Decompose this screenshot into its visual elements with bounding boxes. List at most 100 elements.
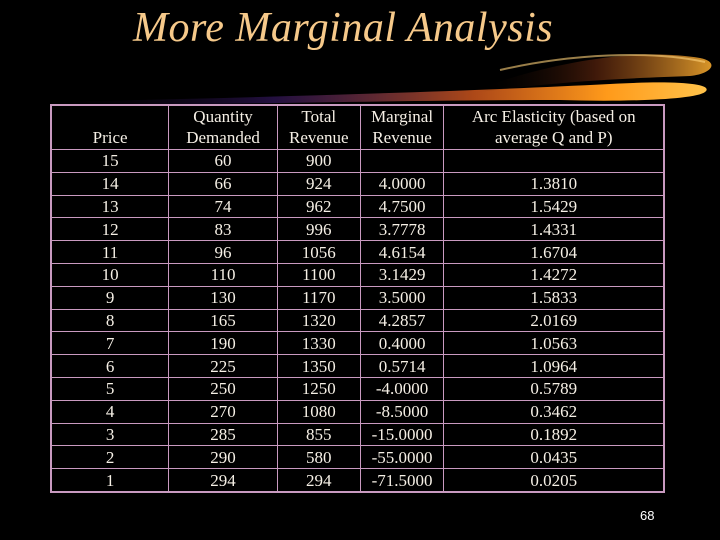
cell-marginal-revenue: 4.2857 <box>359 308 445 333</box>
table-row: 2 290 580 -55.0000 0.0435 <box>50 445 664 470</box>
cell-price: 14 <box>50 171 170 196</box>
cell-total-revenue: 1330 <box>276 331 361 356</box>
cell-total-revenue: 1320 <box>276 308 361 333</box>
cell-total-revenue: 996 <box>276 217 361 242</box>
cell-arc-elasticity: 0.5789 <box>443 376 664 401</box>
cell-arc-elasticity: 1.0964 <box>443 354 664 378</box>
header-quantity-demanded: Quantity Demanded <box>168 105 278 150</box>
cell-arc-elasticity: 1.4272 <box>443 262 664 287</box>
cell-arc-elasticity: 1.5429 <box>443 194 664 219</box>
cell-marginal-revenue: 3.5000 <box>359 285 445 310</box>
table-row: 6 225 1350 0.5714 1.0964 <box>50 354 664 378</box>
cell-marginal-revenue: 4.0000 <box>359 171 445 196</box>
marginal-analysis-table: Price Quantity Demanded Total Revenue Ma… <box>50 105 664 492</box>
cell-marginal-revenue: 0.5714 <box>359 354 445 378</box>
cell-quantity-demanded: 225 <box>168 354 278 378</box>
cell-arc-elasticity: 2.0169 <box>443 308 664 333</box>
cell-quantity-demanded: 165 <box>168 308 278 333</box>
cell-marginal-revenue <box>359 149 445 173</box>
cell-marginal-revenue: -71.5000 <box>359 468 445 492</box>
cell-marginal-revenue: -15.0000 <box>359 422 445 447</box>
cell-quantity-demanded: 130 <box>168 285 278 310</box>
cell-quantity-demanded: 285 <box>168 422 278 447</box>
cell-price: 4 <box>50 399 170 424</box>
cell-total-revenue: 1350 <box>276 354 361 378</box>
table-row: 5 250 1250 -4.0000 0.5789 <box>50 376 664 401</box>
cell-price: 11 <box>50 240 170 264</box>
cell-quantity-demanded: 250 <box>168 376 278 401</box>
cell-marginal-revenue: 4.6154 <box>359 240 445 264</box>
header-total-revenue: Total Revenue <box>276 105 361 150</box>
table-header-row: Price Quantity Demanded Total Revenue Ma… <box>50 105 664 150</box>
cell-arc-elasticity: 1.0563 <box>443 331 664 356</box>
table-row: 8 165 1320 4.2857 2.0169 <box>50 308 664 333</box>
cell-arc-elasticity <box>443 149 664 173</box>
cell-total-revenue: 900 <box>276 149 361 173</box>
cell-arc-elasticity: 0.1892 <box>443 422 664 447</box>
cell-price: 1 <box>50 468 170 492</box>
table-row: 11 96 1056 4.6154 1.6704 <box>50 240 664 264</box>
cell-quantity-demanded: 96 <box>168 240 278 264</box>
cell-price: 8 <box>50 308 170 333</box>
cell-total-revenue: 1250 <box>276 376 361 401</box>
cell-total-revenue: 580 <box>276 445 361 470</box>
cell-quantity-demanded: 110 <box>168 262 278 287</box>
cell-marginal-revenue: -8.5000 <box>359 399 445 424</box>
table-row: 3 285 855 -15.0000 0.1892 <box>50 422 664 447</box>
cell-total-revenue: 1100 <box>276 262 361 287</box>
cell-price: 12 <box>50 217 170 242</box>
cell-arc-elasticity: 0.0205 <box>443 468 664 492</box>
cell-quantity-demanded: 83 <box>168 217 278 242</box>
table-row: 10 110 1100 3.1429 1.4272 <box>50 262 664 287</box>
cell-marginal-revenue: -55.0000 <box>359 445 445 470</box>
header-arc-elasticity: Arc Elasticity (based on average Q and P… <box>443 105 664 150</box>
cell-total-revenue: 962 <box>276 194 361 219</box>
cell-arc-elasticity: 0.3462 <box>443 399 664 424</box>
cell-price: 10 <box>50 262 170 287</box>
cell-total-revenue: 855 <box>276 422 361 447</box>
table-row: 4 270 1080 -8.5000 0.3462 <box>50 399 664 424</box>
cell-price: 15 <box>50 149 170 173</box>
cell-quantity-demanded: 270 <box>168 399 278 424</box>
table-row: 1 294 294 -71.5000 0.0205 <box>50 468 664 492</box>
cell-total-revenue: 1056 <box>276 240 361 264</box>
cell-price: 13 <box>50 194 170 219</box>
table-row: 15 60 900 <box>50 149 664 173</box>
slide-title: More Marginal Analysis <box>133 5 554 51</box>
cell-price: 6 <box>50 354 170 378</box>
header-marginal-revenue: Marginal Revenue <box>359 105 445 150</box>
cell-quantity-demanded: 74 <box>168 194 278 219</box>
cell-price: 7 <box>50 331 170 356</box>
cell-arc-elasticity: 1.4331 <box>443 217 664 242</box>
decorative-swoosh <box>40 54 712 106</box>
table-row: 9 130 1170 3.5000 1.5833 <box>50 285 664 310</box>
data-table-container: Price Quantity Demanded Total Revenue Ma… <box>50 104 665 493</box>
cell-arc-elasticity: 0.0435 <box>443 445 664 470</box>
cell-marginal-revenue: 0.4000 <box>359 331 445 356</box>
cell-marginal-revenue: 3.1429 <box>359 262 445 287</box>
cell-marginal-revenue: -4.0000 <box>359 376 445 401</box>
cell-quantity-demanded: 60 <box>168 149 278 173</box>
cell-total-revenue: 1170 <box>276 285 361 310</box>
cell-arc-elasticity: 1.5833 <box>443 285 664 310</box>
cell-quantity-demanded: 290 <box>168 445 278 470</box>
cell-quantity-demanded: 294 <box>168 468 278 492</box>
cell-price: 9 <box>50 285 170 310</box>
table-row: 13 74 962 4.7500 1.5429 <box>50 194 664 219</box>
cell-arc-elasticity: 1.6704 <box>443 240 664 264</box>
table-row: 7 190 1330 0.4000 1.0563 <box>50 331 664 356</box>
cell-marginal-revenue: 4.7500 <box>359 194 445 219</box>
cell-quantity-demanded: 66 <box>168 171 278 196</box>
cell-total-revenue: 924 <box>276 171 361 196</box>
page-number: 68 <box>640 508 655 523</box>
cell-total-revenue: 294 <box>276 468 361 492</box>
header-price: Price <box>50 105 170 150</box>
table-row: 12 83 996 3.7778 1.4331 <box>50 217 664 242</box>
cell-marginal-revenue: 3.7778 <box>359 217 445 242</box>
cell-total-revenue: 1080 <box>276 399 361 424</box>
cell-quantity-demanded: 190 <box>168 331 278 356</box>
cell-arc-elasticity: 1.3810 <box>443 171 664 196</box>
cell-price: 3 <box>50 422 170 447</box>
table-row: 14 66 924 4.0000 1.3810 <box>50 171 664 196</box>
cell-price: 2 <box>50 445 170 470</box>
